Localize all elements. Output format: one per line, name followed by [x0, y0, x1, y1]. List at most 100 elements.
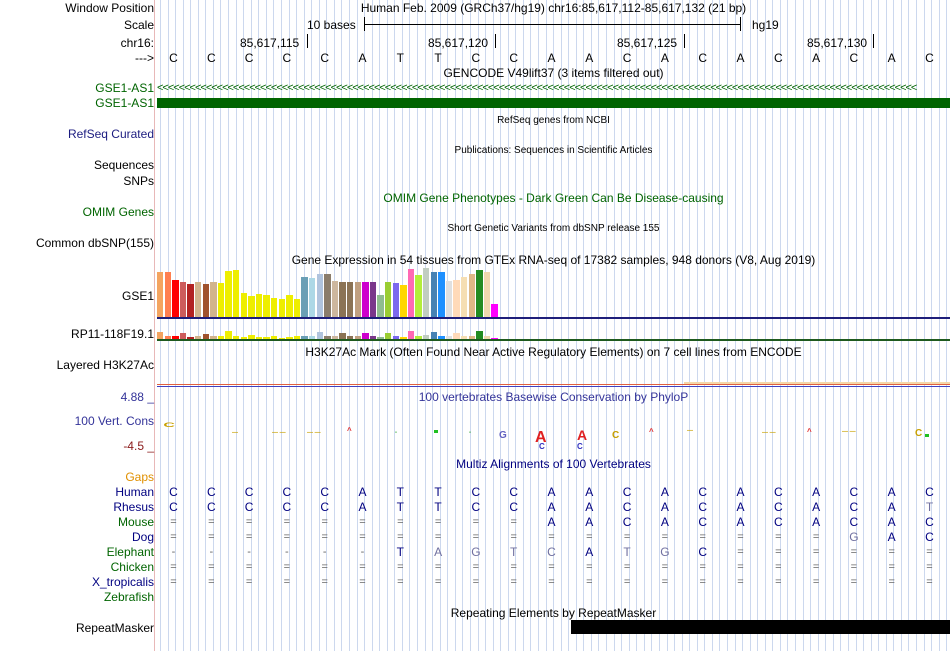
- gtex-tissue-bar[interactable]: [255, 337, 263, 339]
- gtex-tissue-bar[interactable]: [301, 277, 308, 318]
- gtex-tissue-bar[interactable]: [278, 299, 285, 318]
- gtex-tissue-bar[interactable]: [263, 337, 270, 339]
- species-label[interactable]: Human: [115, 485, 154, 499]
- gtex-tissue-bar[interactable]: [362, 282, 369, 318]
- gtex-tissue-bar[interactable]: [377, 295, 384, 318]
- gtex-tissue-bar[interactable]: [339, 333, 346, 339]
- gtex-tissue-bar[interactable]: [210, 336, 217, 339]
- gtex-tissue-bar[interactable]: [271, 336, 278, 339]
- phylop-track-title[interactable]: 100 vertebrates Basewise Conservation by…: [418, 390, 689, 404]
- omim-label[interactable]: OMIM Genes: [82, 205, 154, 219]
- gtex-tissue-bar[interactable]: [415, 336, 422, 339]
- gtex-tissue-bar[interactable]: [316, 332, 323, 339]
- gtex-tissue-bar[interactable]: [217, 283, 225, 318]
- gse1-gtex-bars[interactable]: [157, 268, 950, 318]
- gtex-tissue-bar[interactable]: [347, 282, 354, 318]
- dbsnp-label[interactable]: Common dbSNP(155): [35, 236, 154, 250]
- gtex-tissue-bar[interactable]: [309, 278, 316, 318]
- gtex-tissue-bar[interactable]: [392, 336, 399, 339]
- gtex-tissue-bar[interactable]: [453, 280, 460, 318]
- gtex-tissue-bar[interactable]: [461, 336, 468, 339]
- publications-track-title[interactable]: Publications: Sequences in Scientific Ar…: [454, 145, 653, 156]
- gtex-tissue-bar[interactable]: [157, 332, 164, 339]
- gtex-tissue-bar[interactable]: [172, 280, 179, 318]
- species-label[interactable]: Elephant: [106, 545, 154, 559]
- gtex-tissue-bar[interactable]: [179, 282, 187, 318]
- gtex-tissue-bar[interactable]: [491, 338, 498, 339]
- gtex-tissue-bar[interactable]: [468, 274, 475, 318]
- gtex-tissue-bar[interactable]: [461, 277, 468, 318]
- repeatmasker-label[interactable]: RepeatMasker: [75, 621, 154, 635]
- gencode-track-title[interactable]: GENCODE V49lift37 (3 items filtered out): [443, 66, 664, 80]
- species-label[interactable]: Zebrafish: [103, 590, 154, 604]
- gtex-tissue-bar[interactable]: [324, 336, 331, 339]
- gtex-tissue-bar[interactable]: [468, 336, 475, 339]
- gtex-tissue-bar[interactable]: [233, 336, 240, 339]
- species-label[interactable]: Chicken: [110, 560, 154, 574]
- gtex-tissue-bar[interactable]: [400, 337, 407, 339]
- snps-label[interactable]: SNPs: [123, 174, 154, 188]
- gtex-tissue-bar[interactable]: [354, 336, 361, 339]
- gtex-tissue-bar[interactable]: [202, 334, 209, 339]
- gtex-tissue-bar[interactable]: [407, 269, 415, 318]
- gtex-tissue-bar[interactable]: [400, 285, 407, 318]
- phylop-track-label[interactable]: 100 Vert. Cons: [74, 414, 154, 428]
- gtex-tissue-bar[interactable]: [263, 295, 270, 318]
- gtex-tissue-bar[interactable]: [362, 333, 369, 339]
- gtex-tissue-bar[interactable]: [377, 337, 384, 339]
- gtex-tissue-bar[interactable]: [430, 332, 437, 339]
- gtex-tissue-bar[interactable]: [438, 272, 445, 318]
- gtex-tissue-bar[interactable]: [164, 272, 171, 318]
- gtex-tissue-bar[interactable]: [286, 337, 293, 339]
- gtex-tissue-bar[interactable]: [195, 336, 202, 339]
- gtex-tissue-bar[interactable]: [248, 296, 255, 318]
- gtex-tissue-bar[interactable]: [172, 336, 179, 339]
- gtex-tissue-bar[interactable]: [331, 336, 339, 339]
- rp11-gtex-label[interactable]: RP11-118F19.1: [71, 327, 154, 341]
- gtex-tissue-bar[interactable]: [445, 336, 453, 339]
- gtex-tissue-bar[interactable]: [392, 283, 399, 318]
- gtex-tissue-bar[interactable]: [187, 337, 194, 339]
- species-label[interactable]: Dog: [131, 530, 154, 544]
- gtex-track-title[interactable]: Gene Expression in 54 tissues from GTEx …: [291, 253, 816, 267]
- dbsnp-track-title[interactable]: Short Genetic Variants from dbSNP releas…: [447, 223, 660, 234]
- repeatmasker-track-title[interactable]: Repeating Elements by RepeatMasker: [450, 606, 657, 620]
- gtex-tissue-bar[interactable]: [286, 295, 293, 318]
- rp11-gtex-bars[interactable]: [157, 330, 950, 340]
- gtex-tissue-bar[interactable]: [483, 336, 491, 339]
- gaps-label[interactable]: Gaps: [125, 470, 154, 484]
- gtex-tissue-bar[interactable]: [423, 335, 430, 339]
- gtex-tissue-bar[interactable]: [354, 282, 361, 318]
- gse1-as1-exon-bar[interactable]: [157, 98, 950, 108]
- refseq-track-title[interactable]: RefSeq genes from NCBI: [497, 115, 610, 126]
- gtex-tissue-bar[interactable]: [157, 272, 164, 318]
- gtex-tissue-bar[interactable]: [385, 282, 392, 318]
- h3k27ac-label[interactable]: Layered H3K27Ac: [56, 358, 154, 372]
- gtex-tissue-bar[interactable]: [164, 336, 171, 339]
- gtex-tissue-bar[interactable]: [476, 270, 483, 318]
- gse1-as1-label-a[interactable]: GSE1-AS1: [95, 81, 154, 95]
- gtex-tissue-bar[interactable]: [453, 333, 460, 339]
- species-label[interactable]: Rhesus: [113, 500, 154, 514]
- gtex-tissue-bar[interactable]: [347, 336, 354, 339]
- gtex-tissue-bar[interactable]: [430, 272, 437, 318]
- gtex-tissue-bar[interactable]: [278, 338, 285, 339]
- gtex-tissue-bar[interactable]: [385, 333, 392, 339]
- gtex-tissue-bar[interactable]: [293, 299, 301, 318]
- gtex-tissue-bar[interactable]: [476, 331, 483, 339]
- gtex-tissue-bar[interactable]: [248, 335, 255, 339]
- species-label[interactable]: Mouse: [117, 515, 154, 529]
- gtex-tissue-bar[interactable]: [369, 336, 377, 339]
- gtex-tissue-bar[interactable]: [369, 282, 377, 318]
- gtex-tissue-bar[interactable]: [240, 293, 247, 318]
- gtex-tissue-bar[interactable]: [445, 281, 453, 318]
- gtex-tissue-bar[interactable]: [309, 336, 316, 339]
- gtex-tissue-bar[interactable]: [423, 268, 430, 318]
- gtex-tissue-bar[interactable]: [301, 336, 308, 339]
- gtex-tissue-bar[interactable]: [233, 270, 240, 318]
- multiz-track-title[interactable]: Multiz Alignments of 100 Vertebrates: [456, 457, 651, 471]
- repeatmasker-element[interactable]: [571, 620, 950, 634]
- gtex-tissue-bar[interactable]: [271, 298, 278, 318]
- gtex-tissue-bar[interactable]: [407, 331, 415, 339]
- gtex-tissue-bar[interactable]: [225, 331, 232, 339]
